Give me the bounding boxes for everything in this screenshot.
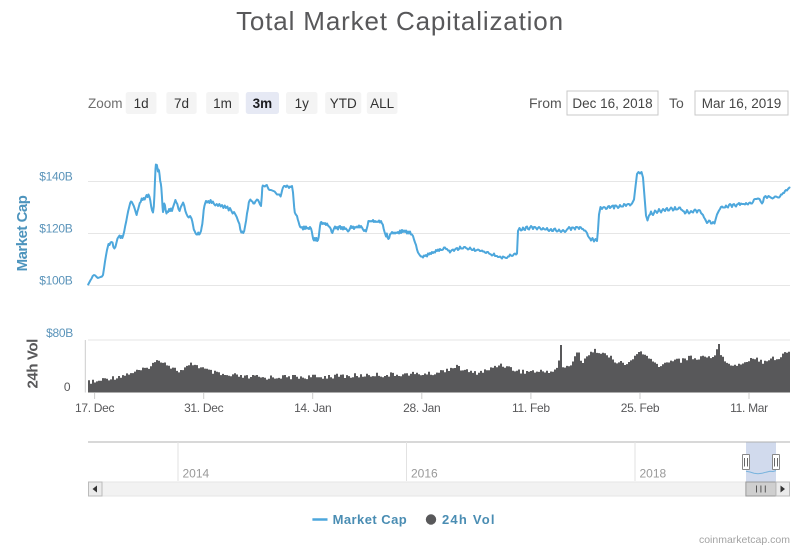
svg-text:Market Cap: Market Cap [14, 195, 31, 271]
svg-text:1m: 1m [213, 96, 232, 111]
svg-text:1y: 1y [295, 96, 310, 111]
svg-text:From: From [529, 95, 562, 111]
svg-text:25. Feb: 25. Feb [621, 401, 660, 415]
svg-text:ALL: ALL [370, 96, 395, 111]
svg-text:7d: 7d [174, 96, 189, 111]
svg-text:coinmarketcap.com: coinmarketcap.com [699, 534, 790, 546]
svg-text:24h Vol: 24h Vol [442, 512, 496, 527]
svg-text:Zoom: Zoom [88, 96, 123, 111]
svg-text:0: 0 [64, 380, 71, 394]
svg-text:$120B: $120B [39, 222, 72, 236]
svg-text:2018: 2018 [640, 467, 667, 481]
svg-text:17. Dec: 17. Dec [75, 401, 115, 415]
svg-text:24h Vol: 24h Vol [25, 339, 42, 389]
svg-text:2016: 2016 [411, 467, 438, 481]
svg-text:1d: 1d [134, 96, 149, 111]
svg-text:YTD: YTD [330, 96, 357, 111]
svg-text:14. Jan: 14. Jan [294, 401, 331, 415]
svg-text:$140B: $140B [39, 170, 72, 184]
svg-text:11. Feb: 11. Feb [512, 401, 550, 415]
svg-text:$80B: $80B [46, 326, 73, 340]
svg-text:Mar 16, 2019: Mar 16, 2019 [702, 96, 782, 111]
svg-text:Market Cap: Market Cap [333, 512, 408, 527]
svg-text:2014: 2014 [183, 467, 210, 481]
svg-text:28. Jan: 28. Jan [403, 401, 440, 415]
svg-text:$100B: $100B [39, 274, 72, 288]
svg-text:11. Mar: 11. Mar [730, 401, 768, 415]
svg-text:To: To [669, 95, 684, 111]
svg-text:31. Dec: 31. Dec [184, 401, 224, 415]
svg-text:Total Market Capitalization: Total Market Capitalization [236, 6, 564, 36]
svg-text:3m: 3m [253, 96, 273, 111]
svg-text:Dec 16, 2018: Dec 16, 2018 [572, 96, 652, 111]
